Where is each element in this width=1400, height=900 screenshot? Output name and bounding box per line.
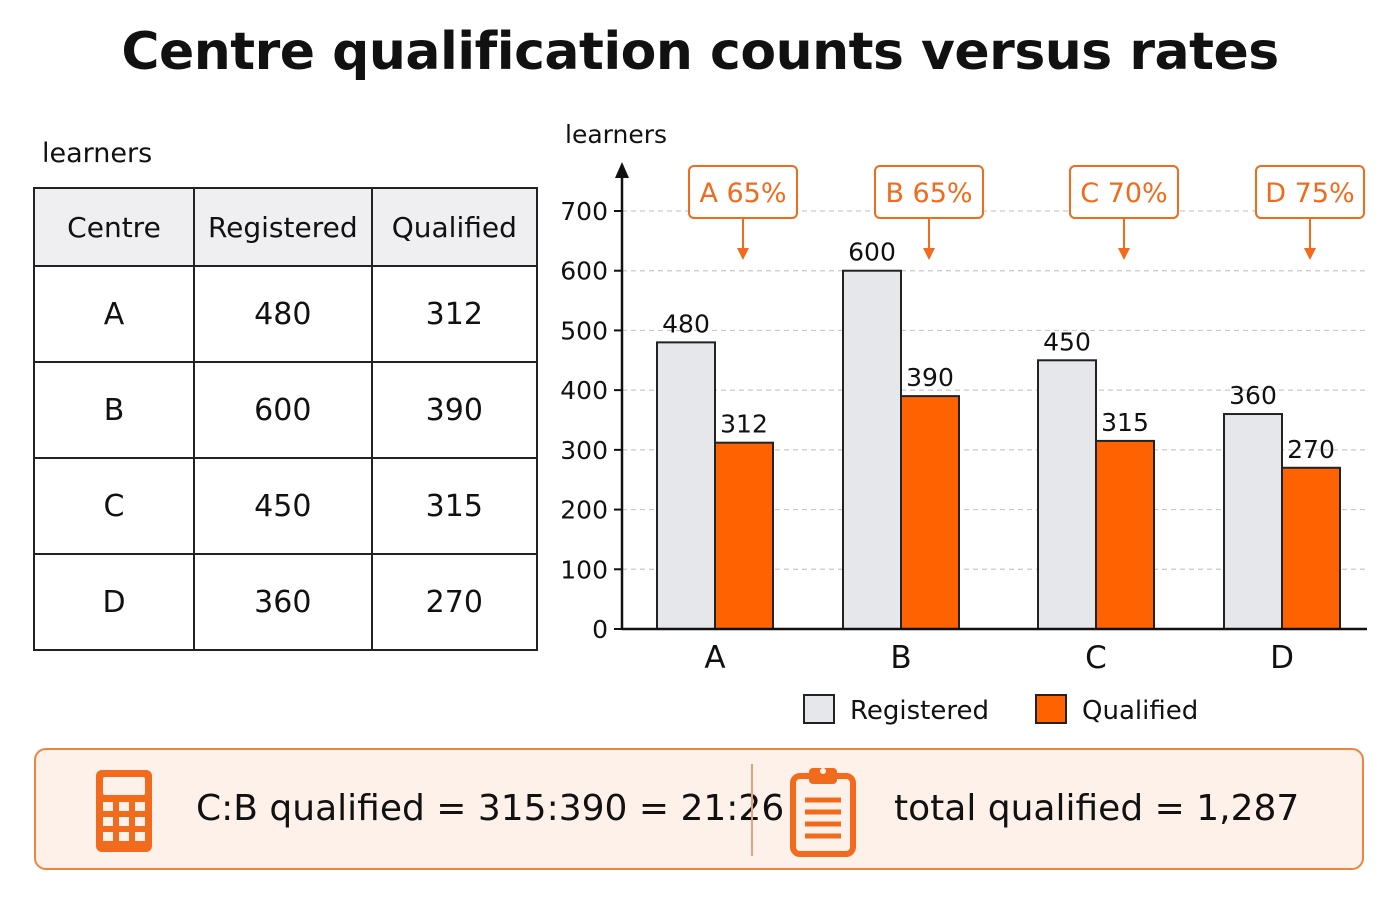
legend-swatch-qualified [1035, 694, 1067, 724]
table-cell-registered: 360 [192, 553, 373, 651]
page-title: Centre qualification counts versus rates [121, 22, 1279, 82]
rate-callout-label: D 75% [1265, 178, 1354, 209]
table-cell-qualified: 270 [370, 553, 539, 651]
table-unit-label: learners [42, 138, 153, 169]
y-tick-label: 0 [592, 615, 608, 644]
table-cell-registered: 600 [192, 361, 373, 459]
legend-label-qualified: Qualified [1082, 696, 1198, 726]
data-label-registered: 480 [662, 309, 710, 338]
callout-arrow-head [737, 248, 749, 260]
rate-callout-label: A 65% [699, 178, 786, 209]
data-label-qualified: 312 [720, 410, 768, 439]
data-label-qualified: 390 [906, 363, 954, 392]
table-cell-qualified: 390 [370, 361, 539, 459]
table-row: A 480 312 [33, 265, 539, 363]
data-label-registered: 360 [1229, 381, 1277, 410]
data-label-qualified: 270 [1287, 435, 1335, 464]
table-cell-registered: 450 [192, 457, 373, 555]
bar-qualified-b [900, 395, 960, 630]
ratio-text: C:B qualified = 315:390 = 21:26 [196, 788, 785, 829]
table-cell-centre: A [33, 265, 195, 363]
y-tick-label: 300 [560, 436, 608, 465]
data-label-qualified: 315 [1101, 408, 1149, 437]
total-text: total qualified = 1,287 [894, 788, 1300, 829]
summary-divider [751, 764, 753, 856]
bar-registered-c [1037, 359, 1097, 631]
header-centre: Centre [33, 187, 195, 267]
header-qualified: Qualified [370, 187, 539, 267]
summary-box: C:B qualified = 315:390 = 21:26 total qu… [34, 748, 1364, 870]
legend-swatch-registered [803, 694, 835, 724]
header-registered: Registered [192, 187, 373, 267]
legend-label-registered: Registered [850, 696, 989, 726]
bar-chart: 0 100 200 300 400 500 600 700 learners 480 312 A A 6… [560, 120, 1367, 726]
callout-arrow-head [1304, 248, 1316, 260]
bar-registered-d [1223, 413, 1283, 630]
table-cell-centre: C [33, 457, 195, 555]
x-tick-label: C [1085, 640, 1107, 676]
callout-arrow-head [923, 248, 935, 260]
table-cell-registered: 480 [192, 265, 373, 363]
table-cell-qualified: 312 [370, 265, 539, 363]
y-tick-label: 100 [560, 555, 608, 584]
bar-qualified-a [714, 441, 774, 631]
bar-qualified-c [1095, 439, 1155, 630]
x-tick-label: A [704, 640, 725, 676]
y-axis-label: learners [565, 120, 667, 149]
table-row: D 360 270 [33, 553, 539, 651]
callout-arrow-head [1118, 248, 1130, 260]
rate-callout-label: B 65% [885, 178, 972, 209]
table-cell-centre: D [33, 553, 195, 651]
table-cell-qualified: 315 [370, 457, 539, 555]
y-tick-label: 600 [560, 257, 608, 286]
bar-registered-b [842, 269, 902, 630]
x-tick-label: B [890, 640, 911, 676]
clipboard-icon [790, 768, 856, 857]
x-tick-label: D [1270, 640, 1294, 676]
y-tick-label: 700 [560, 197, 608, 226]
table-row: C 450 315 [33, 457, 539, 555]
y-axis-arrow [615, 162, 629, 178]
y-tick-label: 500 [560, 316, 608, 345]
data-label-registered: 450 [1043, 327, 1091, 356]
data-table: Centre Registered Qualified A 480 312 B … [33, 187, 539, 651]
data-label-registered: 600 [848, 238, 896, 267]
rate-callout-label: C 70% [1080, 178, 1167, 209]
y-tick-label: 400 [560, 376, 608, 405]
table-row: B 600 390 [33, 361, 539, 459]
bar-qualified-d [1281, 466, 1341, 630]
table-cell-centre: B [33, 361, 195, 459]
table-header-row: Centre Registered Qualified [33, 187, 539, 267]
calculator-icon [96, 770, 152, 852]
y-tick-label: 200 [560, 496, 608, 525]
bar-registered-a [656, 341, 716, 630]
